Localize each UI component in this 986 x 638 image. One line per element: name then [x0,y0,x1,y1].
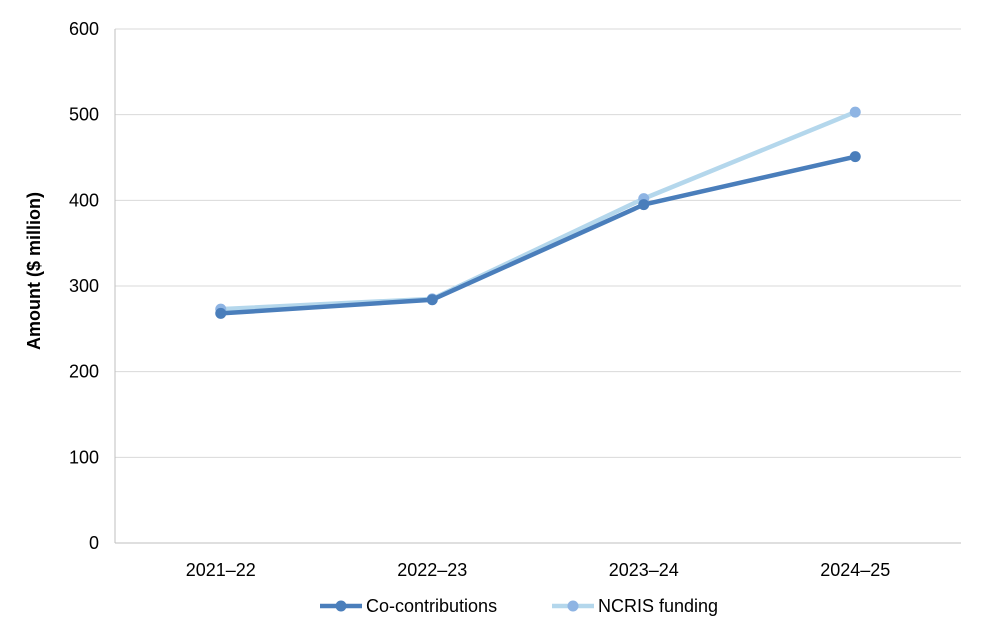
y-tick-label: 600 [69,19,99,39]
data-point [849,151,861,163]
y-tick-label: 300 [69,276,99,296]
x-tick-label: 2024–25 [820,560,890,580]
series-line [218,109,858,312]
x-tick-label: 2021–22 [186,560,256,580]
legend-label: NCRIS funding [598,596,718,616]
x-tick-label: 2023–24 [609,560,679,580]
x-tick-label: 2022–23 [397,560,467,580]
y-tick-label: 200 [69,362,99,382]
y-tick-label: 400 [69,190,99,210]
y-tick-label: 100 [69,447,99,467]
data-point [215,307,227,319]
legend: Co-contributions NCRIS funding [320,596,718,616]
legend-marker [567,600,579,612]
legend-marker [335,600,347,612]
series-group [215,106,861,319]
x-tick-labels: 2021–22 2022–23 2023–24 2024–25 [186,560,891,580]
data-point [426,294,438,306]
y-tick-labels: 0 100 200 300 400 500 600 [69,19,99,553]
gridlines [115,28,961,458]
y-tick-label: 0 [89,533,99,553]
legend-entry-0: Co-contributions [320,596,497,616]
y-tick-label: 500 [69,105,99,125]
y-axis-title: Amount ($ million) [24,192,44,350]
legend-label: Co-contributions [366,596,497,616]
series-line [218,154,858,316]
data-point [638,199,650,211]
legend-entry-1: NCRIS funding [552,596,718,616]
series-0 [215,151,861,319]
series-1 [215,106,861,315]
data-point [849,106,861,118]
axes [114,29,961,544]
